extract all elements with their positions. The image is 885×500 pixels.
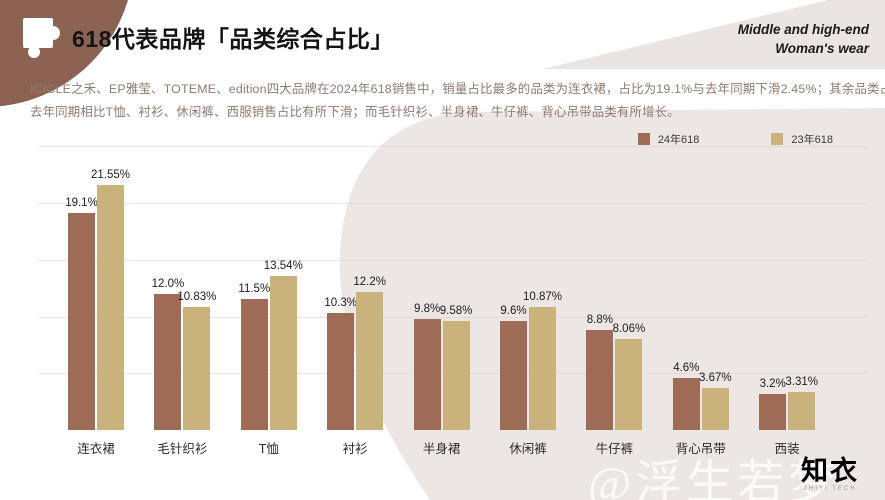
value-label-23年618-半身裙: 9.58% [439,305,473,317]
tagline-line1: Middle and high-end [737,22,869,37]
category-label-西装: 西装 [774,442,800,456]
category-label-衬衫: 衬衫 [342,442,368,456]
category-label-T恤: T恤 [258,442,279,456]
value-label-23年618-T恤: 13.54% [263,260,303,272]
value-label-24年618-T恤: 11.5% [238,283,271,295]
value-label-24年618-毛针织衫: 12.0% [151,278,185,290]
bar-23年618-休闲裤 [529,307,556,430]
bar-24年618-背心吊带 [672,378,700,430]
legend-swatch-23年618 [771,133,784,145]
bar-24年618-毛针织衫 [154,294,182,430]
category-label-休闲裤: 休闲裤 [509,442,547,456]
legend-item-23年618: 23年618 [771,131,833,147]
bar-24年618-牛仔裤 [586,330,614,430]
value-label-24年618-背心吊带: 4.6% [673,362,700,374]
bar-24年618-半身裙 [413,319,441,430]
puzzle-icon [23,18,60,58]
logo-subtext: ZHIYI TECH [803,486,857,492]
bar-23年618-半身裙 [442,321,470,430]
value-label-24年618-衬衫: 10.3% [324,297,357,309]
bar-23年618-连衣裙 [97,185,124,430]
value-label-24年618-休闲裤: 9.6% [500,305,527,317]
category-label-毛针织衫: 毛针织衫 [157,442,208,456]
category-label-连衣裙: 连衣裙 [77,442,115,456]
tagline-line2: Woman's wear [775,41,869,56]
page-title: 618代表品牌「品类综合占比」 [72,26,394,52]
logo-text: 知衣 [801,456,859,486]
value-label-23年618-背心吊带: 3.67% [698,372,732,384]
value-label-23年618-牛仔裤: 8.06% [612,323,646,335]
tagline: Middle and high-end Woman's wear [738,20,869,58]
bar-23年618-西装 [788,392,816,430]
bar-23年618-背心吊带 [701,388,729,430]
bar-24年618-休闲裤 [500,321,527,430]
value-label-24年618-连衣裙: 19.1% [65,197,98,209]
value-label-23年618-休闲裤: 10.87% [522,291,563,303]
bar-23年618-衬衫 [356,292,384,430]
value-label-23年618-毛针织衫: 10.83% [177,291,217,303]
gridline-15 [38,260,868,261]
value-label-24年618-牛仔裤: 8.8% [586,314,613,326]
description-line1: ICICLE之禾、EP雅莹、TOTEME、edition四大品牌在2024年61… [30,82,885,96]
legend-swatch-24年618 [637,133,650,145]
bar-23年618-T恤 [269,276,297,430]
category-label-牛仔裤: 牛仔裤 [595,442,634,456]
description-line2: 去年同期相比T恤、衬衫、休闲裤、西服销售占比有所下滑；而毛针织衫、半身裙、牛仔裤… [30,105,680,119]
chart-legend: 24年618 23年618 [637,131,833,147]
gridline-10 [38,317,868,318]
logo: 知衣 ZHIYI TECH [801,457,859,492]
gray-blob-decoration [339,108,885,500]
bar-24年618-T恤 [240,299,268,430]
bar-23年618-牛仔裤 [615,339,643,430]
value-label-23年618-西装: 3.31% [785,376,818,388]
watermark: @浮生若梦 [588,458,840,500]
gray-wedge-decoration [543,0,885,69]
value-label-24年618-半身裙: 9.8% [413,303,441,315]
gridline-25 [38,146,868,147]
bar-24年618-衬衫 [327,313,355,430]
value-label-23年618-衬衫: 12.2% [353,276,386,288]
legend-label-24年618: 24年618 [657,134,700,146]
legend-item-24年618: 24年618 [637,131,700,147]
bar-23年618-毛针织衫 [183,307,211,430]
gridline-20 [38,203,868,204]
legend-label-23年618: 23年618 [791,134,833,146]
bar-24年618-连衣裙 [68,213,95,430]
bar-24年618-西装 [759,394,787,430]
category-label-半身裙: 半身裙 [422,442,461,456]
value-label-24年618-西装: 3.2% [759,378,786,390]
value-label-23年618-连衣裙: 21.55% [90,169,131,181]
category-label-背心吊带: 背心吊带 [675,442,726,456]
